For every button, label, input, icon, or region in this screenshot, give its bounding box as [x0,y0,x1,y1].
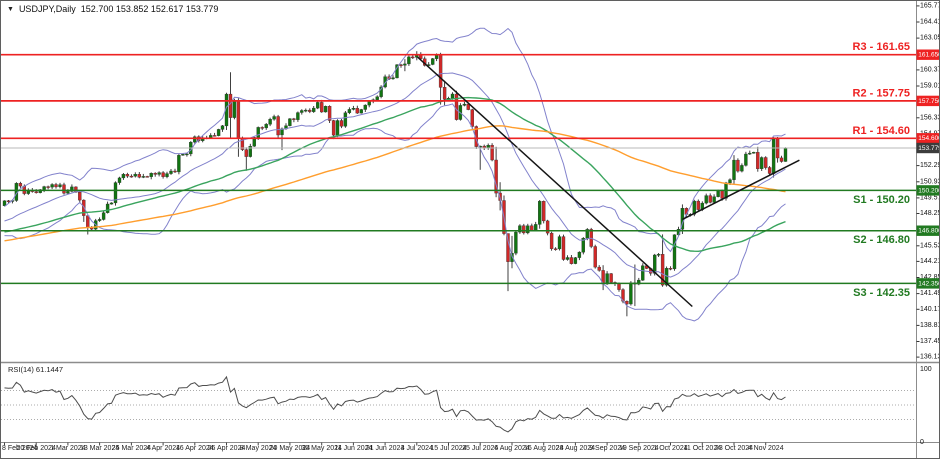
price-tick-label: 136.130 [920,354,940,361]
date-label: 21 Jun 2024 [366,445,405,452]
indicator-lines [4,27,786,322]
price-tick-label: 140.170 [920,306,940,313]
price-tick-label: 137.450 [920,338,940,345]
badge-current-price-text: 153.779 [918,145,940,152]
date-label: 19 Sep 2024 [619,445,659,452]
symbol-timeframe-label: USDJPY,Daily [18,4,76,14]
date-label: 13 Mar 2024 [80,445,119,452]
resistance-label-r1: R1 - 154.60 [853,125,910,137]
bollinger-upper [4,27,786,253]
badge-current-price [916,142,939,154]
price-tick-label: 152.290 [920,162,940,169]
date-label: 11 Jun 2024 [334,445,372,452]
date-label: 4 Apr 2024 [146,445,180,452]
support-label-s3: S3 - 142.35 [853,287,910,299]
price-tick-label: 164.410 [920,19,940,26]
price-tick-label: 163.050 [920,35,940,42]
ascending-trendline[interactable] [682,159,800,221]
price-axis[interactable]: 165.770 164.410 163.050 160.370 159.010 156.3… [916,2,940,446]
price-tick-label: 156.330 [920,114,940,121]
price-tick-label: 150.930 [920,178,940,185]
date-label: 15 Jul 2024 [430,445,466,452]
bollinger-middle [4,72,786,278]
badge-r1 [916,133,939,144]
support-resistance-levels: R3 - 161.65 R2 - 157.75 R1 - 154.60 S1 - 15… [1,41,917,299]
rsi-label: RSI(14) 61.1447 [8,365,64,374]
descending-trendline[interactable] [417,56,693,308]
price-tick-label: 159.010 [920,83,940,90]
date-label: 6 Aug 2024 [494,445,530,452]
badge-s2-text: 146.800 [918,228,940,235]
price-tick-label: 148.250 [920,210,940,217]
badge-r1-text: 154.600 [918,135,940,142]
badge-r2-text: 157.750 [918,98,940,105]
date-label: 28 Aug 2024 [556,445,595,452]
date-label: 1 Oct 2024 [653,445,687,452]
badge-r2 [916,95,939,107]
support-label-s1: S1 - 150.20 [853,194,910,206]
chart-title: ▼ USDJPY,Daily 152.700 153.852 152.617 1… [7,4,218,14]
date-label: 4 Nov 2024 [748,445,784,452]
date-label: 20 May 2024 [270,445,311,452]
date-label: 25 Jul 2024 [462,445,498,452]
sma-fast-line [4,96,786,253]
date-label: 16 Aug 2024 [524,445,563,452]
date-label: 8 May 2024 [240,445,277,452]
date-label: 1 Mar 2024 [50,445,86,452]
rsi-bottom-label: 0 [920,439,924,446]
price-tick-label: 160.370 [920,66,940,73]
badge-r3 [916,49,939,60]
date-label: 23 Oct 2024 [715,445,753,452]
date-label: 26 Apr 2024 [208,445,246,452]
price-tick-label: 141.490 [920,290,940,297]
ohlc-values: 152.700 153.852 152.617 153.779 [80,4,219,14]
rsi-top-label: 100 [920,366,932,373]
rsi-line [4,375,786,433]
date-label: 16 Apr 2024 [176,445,214,452]
badge-s1 [916,185,939,196]
price-tick-label: 138.810 [920,322,940,329]
resistance-label-r3: R3 - 161.65 [853,41,910,53]
badge-s3-text: 142.350 [918,280,940,287]
date-label: 11 Oct 2024 [683,445,721,452]
date-label: 9 Sep 2024 [589,445,625,452]
rsi-pane [1,375,917,433]
date-label: 8 Feb 2024 [2,445,38,452]
price-tick-label: 165.770 [920,2,940,9]
price-tick-label: 149.570 [920,194,940,201]
sma-slow-line [4,125,786,242]
price-tick-label: 142.850 [920,274,940,281]
date-label: 30 May 2024 [301,445,342,452]
badge-s2 [916,225,939,236]
badge-s3 [916,278,939,289]
badge-s1-text: 150.200 [918,187,940,194]
bollinger-lower [4,103,786,322]
date-label: 25 Mar 2024 [112,445,151,452]
badge-r3-text: 161.650 [918,52,940,59]
date-label: 3 Jul 2024 [401,445,433,452]
price-tick-label: 144.210 [920,258,940,265]
support-label-s2: S2 - 146.80 [853,234,910,246]
date-label: 20 Feb 2024 [17,445,56,452]
resistance-label-r2: R2 - 157.75 [853,87,910,99]
price-tick-label: 145.530 [920,242,940,249]
dropdown-arrow-icon[interactable]: ▼ [7,5,14,13]
